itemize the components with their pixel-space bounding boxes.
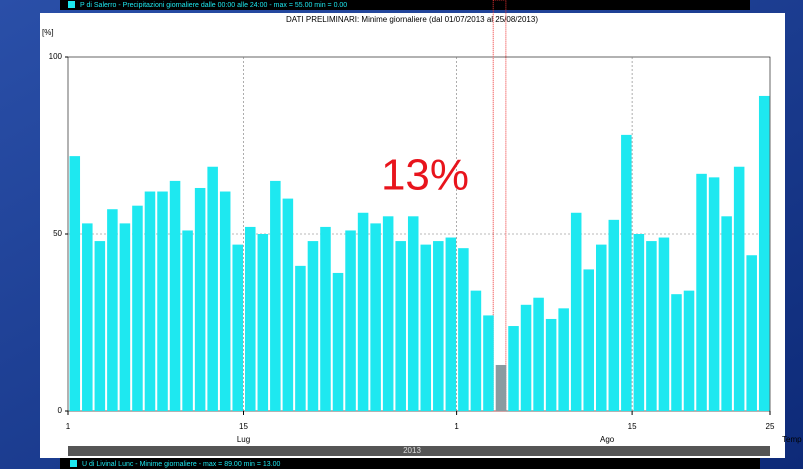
bar [508, 326, 519, 411]
bar [470, 290, 482, 411]
bar [357, 212, 369, 411]
year-label: 2013 [403, 446, 421, 455]
bar [345, 230, 356, 411]
bar [144, 191, 156, 411]
x-tick-label: 15 [628, 422, 637, 431]
bar [570, 212, 582, 411]
bar [169, 180, 181, 411]
bar [382, 216, 394, 411]
bar [270, 180, 281, 411]
bar [282, 198, 294, 411]
top-legend-swatch [68, 1, 75, 8]
bar [407, 216, 419, 411]
bar [520, 304, 532, 411]
x-tick-label: 25 [766, 422, 775, 431]
bar [583, 269, 594, 411]
bottom-legend-strip [60, 458, 760, 469]
bar [445, 237, 457, 411]
x-tick-label: 1 [454, 422, 459, 431]
bar [458, 248, 469, 411]
bar [194, 187, 206, 411]
bar [596, 244, 607, 411]
bar [107, 209, 118, 411]
annotation: 13% [381, 151, 469, 200]
bar [82, 223, 93, 411]
bar [621, 134, 632, 411]
top-legend: P di Salerro - Precipitazioni giornalier… [80, 2, 347, 9]
bar [696, 173, 707, 411]
bar [219, 191, 231, 411]
bar [646, 241, 657, 411]
x-axis-label: Temp [782, 435, 802, 444]
bar [182, 230, 193, 411]
bar [132, 205, 143, 411]
bar [257, 234, 269, 411]
bar [433, 241, 444, 411]
bar [395, 241, 406, 411]
bar [558, 308, 569, 411]
highlight-stripe [492, 0, 507, 412]
bar [245, 226, 256, 411]
bar [320, 226, 331, 411]
bar [733, 166, 745, 411]
bottom-legend-swatch [70, 460, 77, 467]
bar [495, 364, 507, 411]
bar [658, 237, 670, 411]
bar [232, 244, 243, 411]
bar [69, 156, 81, 411]
y-tick-label: 100 [49, 52, 63, 61]
bar [207, 166, 218, 411]
bar [683, 290, 695, 411]
x-tick-label: 15 [239, 422, 248, 431]
bar [746, 255, 757, 411]
bar [633, 234, 645, 411]
month-label: Lug [237, 435, 250, 444]
bar [545, 318, 557, 411]
y-axis-label: [%] [42, 28, 54, 37]
y-tick-label: 0 [58, 406, 63, 415]
bar [157, 191, 168, 411]
bar [671, 294, 682, 411]
bar [708, 177, 720, 411]
y-tick-label: 50 [53, 229, 62, 238]
bar [483, 315, 494, 411]
bar [332, 272, 344, 411]
bar [758, 95, 770, 411]
bar [533, 297, 544, 411]
bar [307, 241, 319, 411]
x-tick-label: 1 [66, 422, 71, 431]
bar [119, 223, 131, 411]
chart-title: DATI PRELIMINARI: Minime giornaliere (da… [286, 15, 538, 24]
year-bar [68, 446, 770, 456]
bar [295, 265, 306, 411]
bar [721, 216, 732, 411]
bar [608, 219, 620, 411]
bar [370, 223, 381, 411]
bar [94, 241, 106, 411]
bottom-legend: U di Livinal Lunc - Minime giornaliere -… [82, 461, 281, 468]
bar [420, 244, 432, 411]
month-label: Ago [600, 435, 615, 444]
top-legend-strip [60, 0, 750, 10]
